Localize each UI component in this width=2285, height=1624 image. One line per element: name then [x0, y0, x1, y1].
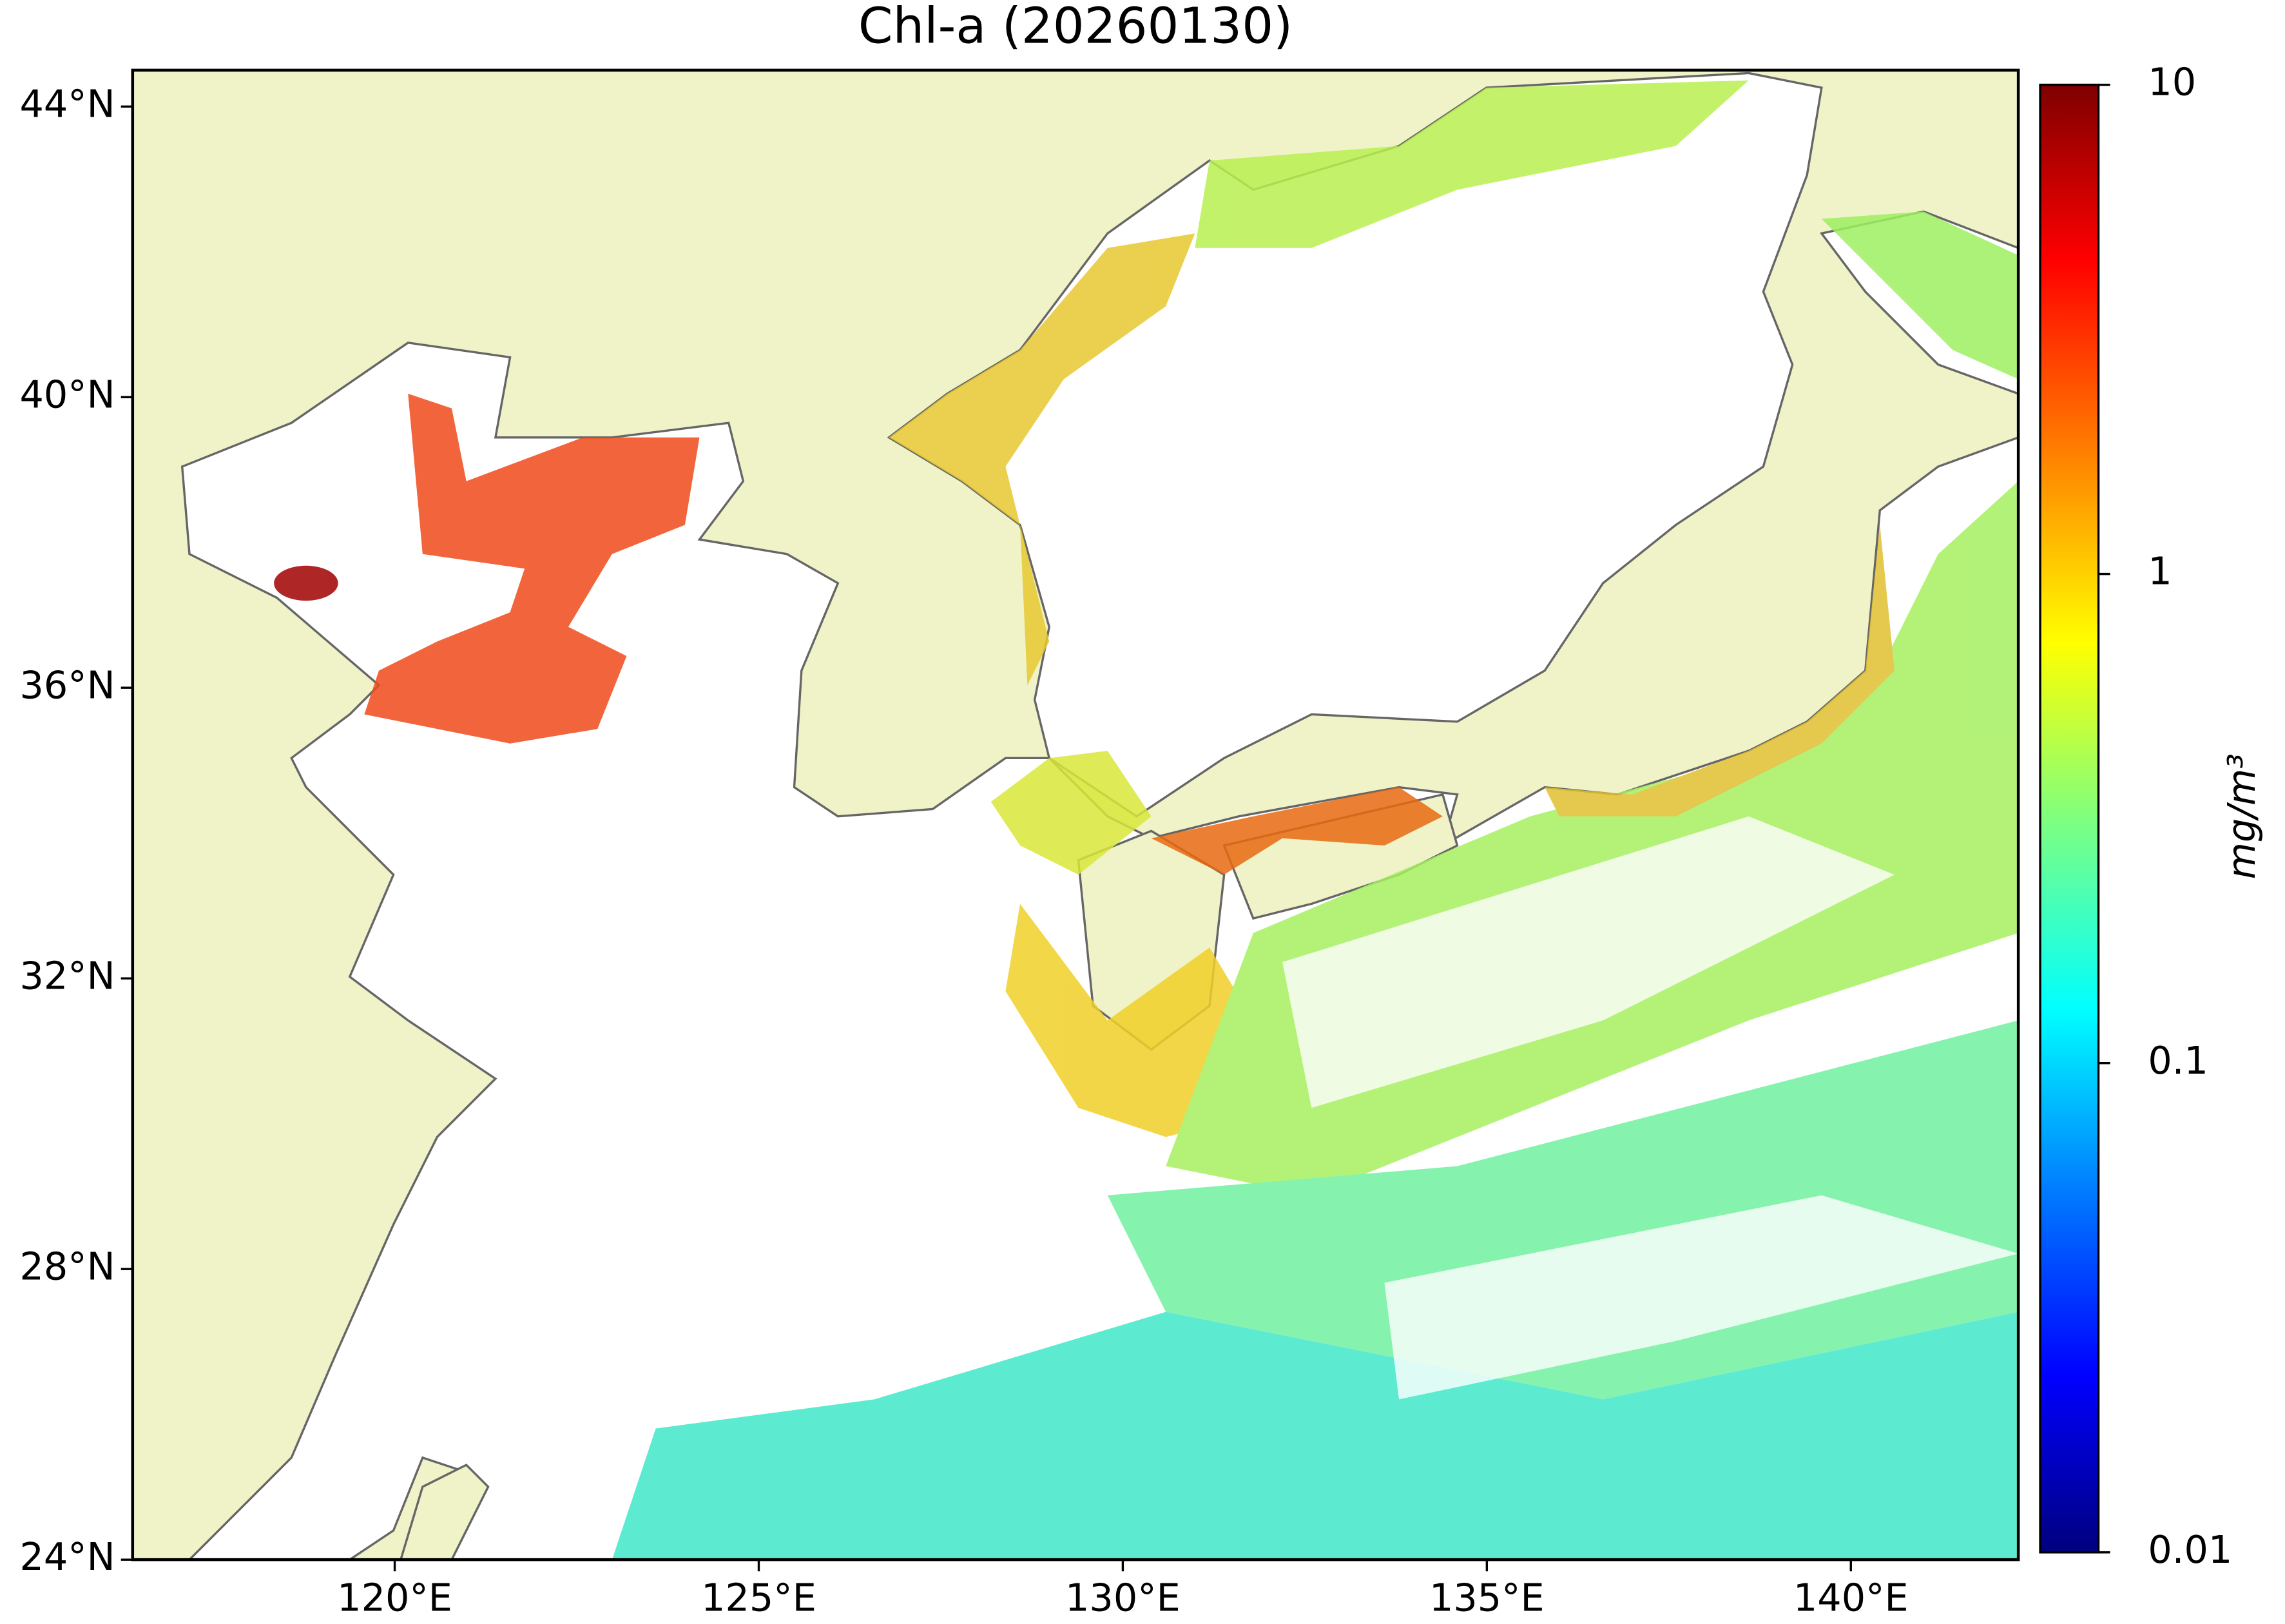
colorbar-label: mg/m³ — [2219, 753, 2264, 879]
colorbar-tick-label: 10 — [2148, 60, 2196, 104]
colorbar-tick-label: 0.01 — [2148, 1527, 2232, 1572]
axes-frame — [131, 68, 2020, 1561]
y-tick-label: 40°N — [19, 372, 115, 416]
y-tick-label: 28°N — [19, 1244, 115, 1288]
x-tick-label: 120°E — [337, 1576, 452, 1620]
y-tick-label: 44°N — [19, 81, 115, 126]
y-tick-label: 36°N — [19, 662, 115, 707]
x-tick-label: 135°E — [1429, 1576, 1545, 1620]
x-tick-label: 125°E — [701, 1576, 816, 1620]
map-title: Chl-a (20260130) — [858, 0, 1293, 55]
colorbar-tick-label: 1 — [2148, 549, 2172, 594]
y-tick-label: 24°N — [19, 1534, 115, 1579]
x-tick-label: 130°E — [1065, 1576, 1181, 1620]
land — [400, 1464, 490, 1560]
chlorophyll-field — [274, 80, 2019, 1560]
y-tick-label: 32°N — [19, 953, 115, 998]
map-area — [132, 70, 2019, 1560]
x-tick-label: 140°E — [1793, 1576, 1909, 1620]
colorbar — [2039, 83, 2100, 1554]
colorbar-tick-label: 0.1 — [2148, 1038, 2208, 1083]
